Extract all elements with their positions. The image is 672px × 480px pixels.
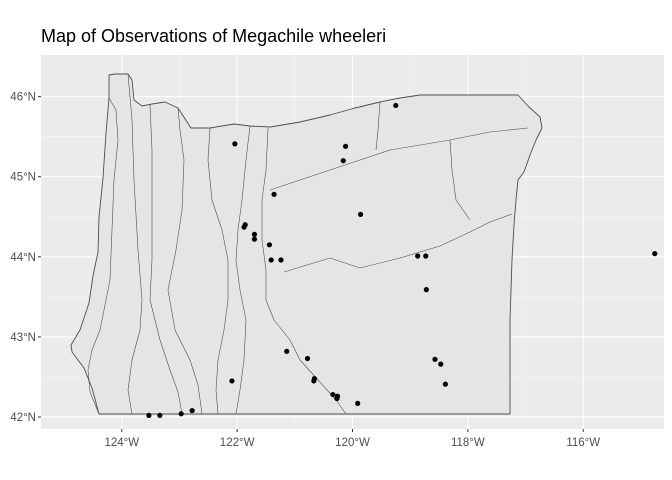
observation-point (432, 356, 438, 362)
y-tick-label: 46°N (10, 92, 36, 104)
observation-point (251, 231, 258, 237)
y-tick-label: 45°N (10, 172, 36, 184)
x-axis: 124°W 122°W 120°W 118°W 116°W (104, 429, 600, 449)
observation-point (232, 141, 238, 147)
y-tick-label: 44°N (10, 252, 36, 264)
observation-point (415, 253, 421, 259)
observation-point (251, 236, 258, 242)
county-line (87, 97, 119, 415)
county-line (127, 73, 143, 415)
observation-point (157, 412, 163, 418)
observation-point (423, 287, 429, 293)
observation-point (342, 143, 349, 149)
county-line (149, 103, 183, 415)
observation-point (340, 158, 346, 164)
observation-point (652, 251, 658, 257)
x-tick-label: 116°W (566, 437, 600, 449)
x-tick-label: 124°W (104, 437, 139, 449)
observation-point (357, 211, 364, 217)
observation-point (330, 391, 336, 398)
state-outline (70, 73, 543, 415)
county-line (207, 127, 229, 415)
observation-point (438, 361, 444, 367)
chart-title: Map of Observations of Megachile wheeler… (41, 26, 387, 46)
observation-point (304, 355, 311, 362)
observation-point (229, 378, 235, 384)
observation-point (423, 253, 429, 259)
observation-point (284, 348, 290, 354)
observation-point (393, 102, 399, 109)
observation-point (268, 257, 274, 263)
county-line (375, 101, 471, 221)
county-line (261, 127, 347, 415)
observation-point (442, 381, 448, 387)
x-tick-label: 118°W (451, 437, 485, 449)
county-line (235, 125, 251, 415)
y-axis: 42°N 43°N 44°N 45°N 46°N (10, 92, 41, 424)
x-tick-label: 120°W (335, 437, 370, 449)
observation-point (311, 378, 317, 384)
observation-point (266, 242, 273, 248)
observation-point (271, 191, 277, 197)
observation-point (178, 411, 184, 417)
observation-point (334, 395, 340, 402)
x-tick-label: 122°W (220, 437, 255, 449)
observation-point (146, 412, 152, 418)
oregon-state-boundary (70, 73, 543, 415)
observation-point (242, 222, 248, 228)
county-line (167, 107, 203, 415)
observation-point (278, 257, 284, 263)
observation-point (189, 407, 195, 414)
county-line (269, 127, 529, 191)
observation-points (146, 102, 658, 418)
y-tick-label: 43°N (10, 332, 36, 344)
county-line (283, 213, 513, 273)
y-tick-label: 42°N (10, 412, 36, 424)
observation-point (355, 400, 361, 406)
